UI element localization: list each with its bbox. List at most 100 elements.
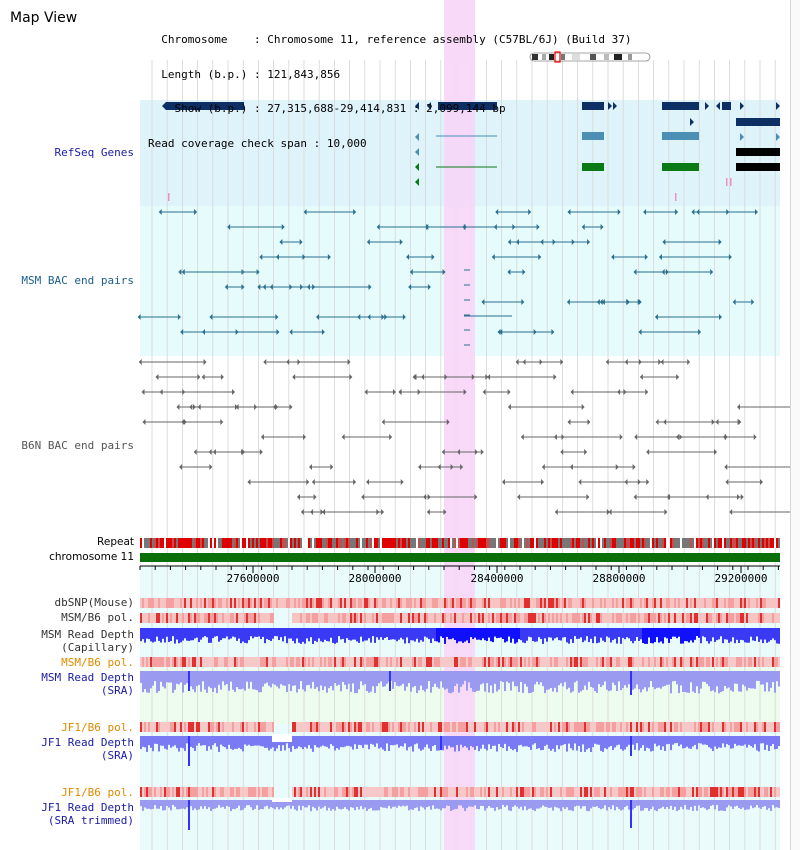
heat-cell <box>566 657 568 667</box>
heat-cell <box>252 613 254 623</box>
heat-cell <box>714 613 716 623</box>
heat-cell <box>348 613 350 623</box>
heat-cell <box>416 657 418 667</box>
heat-cell <box>678 598 680 608</box>
track-label-jf1-b6-pol[interactable]: JF1/B6 pol. <box>61 721 134 734</box>
track-label-msm-depth-capillary[interactable]: MSM Read Depth (Capillary) <box>41 628 134 654</box>
heat-cell <box>164 657 166 667</box>
heat-cell <box>524 598 526 608</box>
track-label-jf1-depth-sra[interactable]: JF1 Read Depth (SRA) <box>41 736 134 762</box>
track-label-jf1-depth-trimmed[interactable]: JF1 Read Depth (SRA trimmed) <box>41 801 134 827</box>
heat-cell <box>354 722 356 732</box>
depth-bar <box>230 736 232 749</box>
repeat-segment <box>340 538 342 548</box>
depth-bar <box>444 800 446 809</box>
depth-bar <box>714 800 716 810</box>
heat-cell <box>544 598 546 608</box>
depth-bar <box>772 800 774 805</box>
depth-bar <box>724 628 726 640</box>
track-label-repeat[interactable]: Repeat <box>97 536 134 548</box>
depth-bar <box>492 800 494 809</box>
heat-cell <box>648 613 650 623</box>
heat-cell <box>570 722 572 732</box>
depth-bar <box>560 736 562 746</box>
strand-arrow <box>553 434 557 440</box>
heat-cell <box>572 722 574 732</box>
heat-cell <box>768 613 770 623</box>
depth-bar <box>654 736 656 744</box>
heat-cell <box>618 598 620 608</box>
track-label-msm-b6-pol[interactable]: MSM/B6 pol. <box>61 611 134 624</box>
track-label-dbsnp[interactable]: dbSNP(Mouse) <box>54 596 134 609</box>
depth-bar <box>610 736 612 746</box>
depth-bar <box>320 671 322 686</box>
repeat-segment <box>334 538 336 548</box>
heat-cell <box>222 657 224 667</box>
depth-bar <box>624 736 626 750</box>
depth-bar <box>250 736 252 747</box>
depth-bar <box>500 800 502 809</box>
track-label-jf1-b6-pol-2[interactable]: JF1/B6 pol. <box>61 786 134 799</box>
heat-cell <box>156 598 158 608</box>
depth-bar <box>510 671 512 691</box>
depth-bar <box>598 671 600 685</box>
depth-bar <box>460 628 462 642</box>
strand-arrow <box>736 404 740 410</box>
strand-arrow <box>644 254 648 260</box>
heat-cell <box>168 613 170 623</box>
depth-bar <box>396 736 398 745</box>
heat-cell <box>154 598 156 608</box>
heat-cell <box>640 657 642 667</box>
track-label-msm-depth-sra[interactable]: MSM Read Depth (SRA) <box>41 671 134 697</box>
heat-cell <box>166 613 168 623</box>
repeat-segment <box>722 538 724 548</box>
heat-cell <box>294 722 296 732</box>
gene-block <box>736 148 780 156</box>
depth-bar <box>448 736 450 746</box>
heat-cell <box>748 722 750 732</box>
heat-cell <box>612 657 614 667</box>
depth-bar <box>210 736 212 750</box>
heat-cell <box>262 598 264 608</box>
heat-cell <box>170 598 172 608</box>
track-label-chromosome[interactable]: chromosome 11 <box>49 551 134 563</box>
depth-bar <box>414 671 416 687</box>
depth-bar <box>148 736 150 746</box>
strand-arrow <box>667 494 671 500</box>
heat-cell <box>500 787 502 797</box>
heat-cell <box>334 787 336 797</box>
depth-bar <box>444 736 446 746</box>
track-label-refseq[interactable]: RefSeq Genes <box>54 146 134 159</box>
depth-bar <box>718 628 720 640</box>
heat-cell <box>544 613 546 623</box>
heat-cell <box>390 598 392 608</box>
depth-bar <box>584 800 586 807</box>
depth-bar <box>250 800 252 808</box>
depth-bar <box>762 628 764 644</box>
depth-bar <box>374 800 376 811</box>
heat-cell <box>438 613 440 623</box>
heat-cell <box>268 722 270 732</box>
heat-cell <box>534 598 536 608</box>
repeat-segment <box>434 538 436 548</box>
depth-bar <box>358 671 360 690</box>
strand-arrow <box>426 509 430 515</box>
depth-bar <box>310 736 312 749</box>
depth-bar <box>166 736 168 750</box>
depth-bar <box>578 800 580 806</box>
track-label-b6n-bac[interactable]: B6N BAC end pairs <box>21 439 134 452</box>
heat-cell <box>630 722 632 732</box>
track-label-msm-bac[interactable]: MSM BAC end pairs <box>21 274 134 287</box>
heat-cell <box>776 613 778 623</box>
heat-cell <box>392 722 394 732</box>
track-label-msm-b6-pol-2[interactable]: MSM/B6 pol. <box>61 656 134 669</box>
depth-bar <box>684 800 686 805</box>
heat-cell <box>712 598 714 608</box>
heat-cell <box>606 657 608 667</box>
heat-cell <box>606 722 608 732</box>
heat-cell <box>730 787 732 797</box>
heat-cell <box>734 598 736 608</box>
scrollbar-track[interactable] <box>790 0 800 850</box>
strand-arrow <box>259 449 263 455</box>
